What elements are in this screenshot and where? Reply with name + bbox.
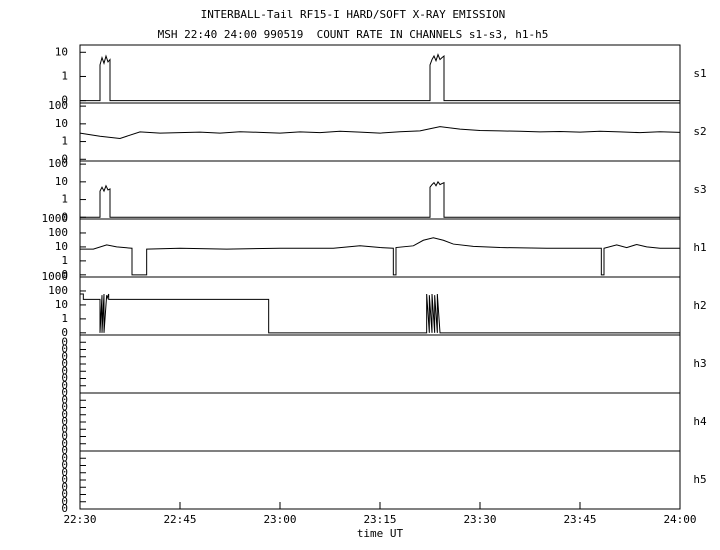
y-tick-label: 0 xyxy=(61,386,68,399)
y-tick-label: 0 xyxy=(61,495,68,508)
y-tick-label: 1 xyxy=(61,193,68,206)
y-tick-label: 10 xyxy=(55,240,68,253)
y-tick-label: 0 xyxy=(61,357,68,370)
trace xyxy=(80,237,680,276)
y-tick-label: 0 xyxy=(61,466,68,479)
chart-title: INTERBALL-Tail RF15-I HARD/SOFT X-RAY EM… xyxy=(201,8,506,21)
y-tick-label: 10 xyxy=(55,175,68,188)
y-tick-label: 1000 xyxy=(42,212,69,225)
y-tick-label: 10 xyxy=(55,45,68,58)
panel-frame xyxy=(79,44,681,104)
x-tick-label: 23:30 xyxy=(463,513,496,526)
y-tick-label: 0 xyxy=(61,408,68,421)
y-tick-label: 1 xyxy=(61,254,68,267)
y-tick-label: 1 xyxy=(61,312,68,325)
y-tick-label: 10 xyxy=(55,117,68,130)
chart-subtitle: MSH 22:40 24:00 990519 COUNT RATE IN CHA… xyxy=(158,28,549,41)
panel-label: h3 xyxy=(693,357,706,370)
y-tick-label: 10 xyxy=(55,298,68,311)
y-tick-label: 100 xyxy=(48,99,68,112)
trace xyxy=(80,53,680,102)
x-tick-label: 23:15 xyxy=(363,513,396,526)
x-tick-label: 23:00 xyxy=(263,513,296,526)
y-tick-label: 0 xyxy=(61,430,68,443)
y-tick-label: 0 xyxy=(61,480,68,493)
panel-frame xyxy=(79,276,681,336)
y-tick-label: 0 xyxy=(61,444,68,457)
y-tick-label: 0 xyxy=(61,415,68,428)
y-tick-label: 0 xyxy=(61,422,68,435)
y-tick-label: 0 xyxy=(61,379,68,392)
trace xyxy=(80,180,680,218)
trace xyxy=(80,293,680,334)
panel-label: s3 xyxy=(693,183,706,196)
y-tick-label: 0 xyxy=(61,393,68,406)
y-tick-label: 100 xyxy=(48,226,68,239)
x-tick-label: 22:30 xyxy=(63,513,96,526)
panel-label: s2 xyxy=(693,125,706,138)
y-tick-label: 0 xyxy=(61,210,68,223)
y-tick-label: 0 xyxy=(61,364,68,377)
y-tick-label: 0 xyxy=(61,459,68,472)
panel-frame xyxy=(79,392,681,452)
y-tick-label: 0 xyxy=(61,94,68,107)
y-tick-label: 1 xyxy=(61,69,68,82)
y-tick-label: 0 xyxy=(61,343,68,356)
panel-label: h1 xyxy=(693,241,706,254)
y-tick-label: 0 xyxy=(61,152,68,165)
panel-label: h4 xyxy=(693,415,707,428)
y-tick-label: 0 xyxy=(61,437,68,450)
panel-label: h5 xyxy=(693,473,706,486)
trace xyxy=(79,126,681,139)
y-tick-label: 0 xyxy=(61,350,68,363)
x-axis-label: time UT xyxy=(357,527,404,540)
y-tick-label: 0 xyxy=(61,372,68,385)
panel-frame xyxy=(79,450,681,510)
x-tick-label: 22:45 xyxy=(163,513,196,526)
y-tick-label: 0 xyxy=(61,326,68,339)
y-tick-label: 100 xyxy=(48,284,68,297)
panel-label: h2 xyxy=(693,299,706,312)
y-tick-label: 0 xyxy=(61,502,68,515)
y-tick-label: 0 xyxy=(61,488,68,501)
panel-frame xyxy=(79,334,681,394)
panel-frame xyxy=(79,160,681,220)
panel-label: s1 xyxy=(693,67,706,80)
y-tick-label: 100 xyxy=(48,157,68,170)
y-tick-label: 1000 xyxy=(42,270,69,283)
y-tick-label: 1 xyxy=(61,135,68,148)
y-tick-label: 0 xyxy=(61,268,68,281)
x-tick-label: 24:00 xyxy=(663,513,696,526)
y-tick-label: 0 xyxy=(61,401,68,414)
y-tick-label: 0 xyxy=(61,473,68,486)
y-tick-label: 0 xyxy=(61,335,68,348)
y-tick-label: 0 xyxy=(61,451,68,464)
x-tick-label: 23:45 xyxy=(563,513,596,526)
